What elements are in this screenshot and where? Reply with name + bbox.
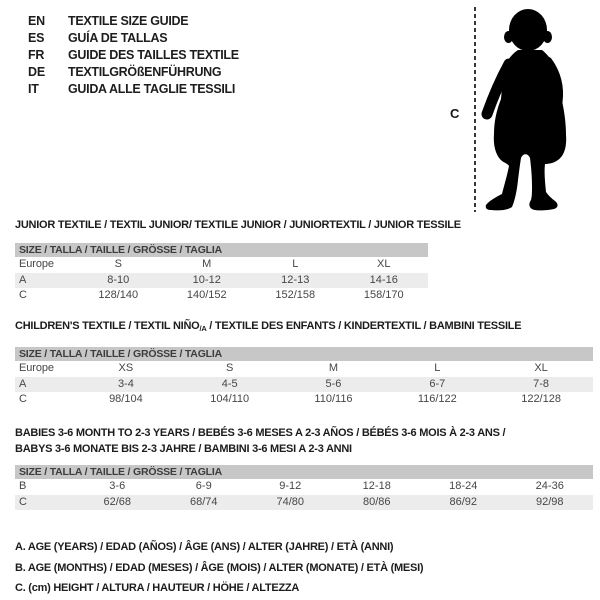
row-label: C bbox=[19, 495, 27, 508]
babies-section-title: BABIES 3-6 MONTH TO 2-3 YEARS / BEBÉS 3-… bbox=[15, 425, 506, 457]
size-header-bar: SIZE / TALLA / TAILLE / GRÖSSE / TAGLIA bbox=[15, 465, 593, 479]
language-code: IT bbox=[28, 81, 39, 96]
size-cell: XS bbox=[118, 362, 134, 374]
size-cell: 9-12 bbox=[279, 480, 302, 492]
row-label: Europe bbox=[19, 362, 54, 374]
size-header-bar: SIZE / TALLA / TAILLE / GRÖSSE / TAGLIA bbox=[15, 347, 593, 361]
babies-title-line-1: BABIES 3-6 MONTH TO 2-3 YEARS / BEBÉS 3-… bbox=[15, 427, 506, 439]
size-cell: 14-16 bbox=[369, 273, 398, 286]
language-row: EN TEXTILE SIZE GUIDE bbox=[28, 12, 239, 29]
height-measure-label: C bbox=[450, 106, 460, 121]
children-section-title: CHILDREN'S TEXTILE / TEXTIL NIÑO/A / TEX… bbox=[15, 318, 522, 337]
language-code: EN bbox=[28, 13, 45, 28]
size-cell: L bbox=[292, 258, 299, 270]
size-cell: 6-9 bbox=[195, 480, 212, 492]
size-cell: 158/170 bbox=[363, 289, 404, 301]
size-cell: 152/158 bbox=[275, 289, 316, 301]
size-cell: 68/74 bbox=[189, 495, 218, 508]
row-label: A bbox=[19, 273, 27, 286]
language-row: DE TEXTILGRÖßENFÜHRUNG bbox=[28, 63, 239, 80]
row-label: B bbox=[19, 480, 27, 492]
row-label: C bbox=[19, 393, 27, 405]
size-cell: M bbox=[202, 258, 212, 270]
footnote-c: C. (cm) HEIGHT / ALTURA / HAUTEUR / HÖHE… bbox=[15, 582, 300, 594]
footnote-a: A. AGE (YEARS) / EDAD (AÑOS) / ÂGE (ANS)… bbox=[15, 541, 394, 553]
size-cell: 3-4 bbox=[117, 377, 134, 390]
language-row: ES GUÍA DE TALLAS bbox=[28, 29, 239, 46]
language-code: ES bbox=[28, 30, 45, 45]
size-cell: 128/140 bbox=[98, 289, 139, 301]
size-cell: 92/98 bbox=[535, 495, 564, 508]
table-row: B 3-6 6-9 9-12 12-18 18-24 24-36 bbox=[15, 479, 593, 495]
table-row: A 8-10 10-12 12-13 14-16 bbox=[15, 272, 428, 288]
row-label: A bbox=[19, 377, 27, 390]
children-title-pre: CHILDREN'S TEXTILE / TEXTIL NIÑO bbox=[15, 320, 200, 332]
size-cell: 8-10 bbox=[107, 273, 130, 286]
size-cell: 122/128 bbox=[521, 393, 561, 405]
children-title-post: / TEXTILE DES ENFANTS / KINDERTEXTIL / B… bbox=[206, 320, 522, 332]
row-label: Europe bbox=[19, 258, 54, 270]
row-label: C bbox=[19, 289, 27, 301]
language-row: FR GUIDE DES TAILLES TEXTILE bbox=[28, 46, 239, 63]
size-cell: 4-5 bbox=[221, 377, 238, 390]
size-cell: 116/122 bbox=[417, 393, 457, 405]
size-cell: 3-6 bbox=[109, 480, 126, 492]
size-cell: 12-18 bbox=[362, 480, 391, 492]
table-row: C 98/104 104/110 110/116 116/122 122/128 bbox=[15, 392, 593, 408]
language-title: TEXTILE SIZE GUIDE bbox=[68, 13, 189, 28]
baby-figure bbox=[481, 9, 567, 211]
language-title: TEXTILGRÖßENFÜHRUNG bbox=[68, 64, 222, 79]
size-cell: 140/152 bbox=[186, 289, 227, 301]
size-cell: S bbox=[114, 258, 122, 270]
junior-size-table: SIZE / TALLA / TAILLE / GRÖSSE / TAGLIA … bbox=[15, 243, 428, 304]
size-cell: XL bbox=[534, 362, 548, 374]
size-cell: 7-8 bbox=[533, 377, 550, 390]
babies-title-line-2: BABYS 3-6 MONATE BIS 2-3 JAHRE / BAMBINI… bbox=[15, 443, 352, 455]
size-cell: 18-24 bbox=[449, 480, 478, 492]
table-row: Europe XS S M L XL bbox=[15, 361, 593, 377]
size-cell: M bbox=[328, 362, 339, 374]
children-size-table: SIZE / TALLA / TAILLE / GRÖSSE / TAGLIA … bbox=[15, 347, 593, 408]
children-title-subscript: /A bbox=[199, 324, 207, 333]
table-row: Europe S M L XL bbox=[15, 257, 428, 273]
size-cell: XL bbox=[377, 258, 391, 270]
language-title: GUIDE DES TAILLES TEXTILE bbox=[68, 47, 239, 62]
language-row: IT GUIDA ALLE TAGLIE TESSILI bbox=[28, 80, 239, 97]
size-cell: 62/68 bbox=[103, 495, 132, 508]
babies-size-table: SIZE / TALLA / TAILLE / GRÖSSE / TAGLIA … bbox=[15, 465, 593, 510]
table-row: C 62/68 68/74 74/80 80/86 86/92 92/98 bbox=[15, 494, 593, 510]
size-cell: 5-6 bbox=[325, 377, 342, 390]
language-title-list: EN TEXTILE SIZE GUIDE ES GUÍA DE TALLAS … bbox=[28, 12, 239, 97]
size-cell: 12-13 bbox=[281, 273, 310, 286]
junior-section-title: JUNIOR TEXTILE / TEXTIL JUNIOR/ TEXTILE … bbox=[15, 219, 461, 231]
size-cell: 24-36 bbox=[535, 480, 564, 492]
language-title: GUIDA ALLE TAGLIE TESSILI bbox=[68, 81, 236, 96]
table-row: C 128/140 140/152 152/158 158/170 bbox=[15, 288, 428, 304]
size-cell: 10-12 bbox=[192, 273, 221, 286]
language-title: GUÍA DE TALLAS bbox=[68, 30, 168, 45]
size-cell: 80/86 bbox=[362, 495, 391, 508]
size-cell: L bbox=[434, 362, 441, 374]
baby-silhouette bbox=[474, 7, 567, 212]
size-header-bar: SIZE / TALLA / TAILLE / GRÖSSE / TAGLIA bbox=[15, 243, 428, 257]
size-cell: 6-7 bbox=[429, 377, 446, 390]
footnote-list: A. AGE (YEARS) / EDAD (AÑOS) / ÂGE (ANS)… bbox=[15, 537, 424, 599]
size-cell: 98/104 bbox=[109, 393, 143, 405]
language-code: FR bbox=[28, 47, 45, 62]
size-cell: 74/80 bbox=[276, 495, 305, 508]
table-row: A 3-4 4-5 5-6 6-7 7-8 bbox=[15, 376, 593, 392]
footnote-b: B. AGE (MONTHS) / EDAD (MESES) / ÂGE (MO… bbox=[15, 561, 424, 574]
size-cell: S bbox=[226, 362, 234, 374]
language-code: DE bbox=[28, 64, 45, 79]
size-cell: 110/116 bbox=[314, 393, 353, 405]
size-cell: 86/92 bbox=[449, 495, 478, 508]
size-cell: 104/110 bbox=[210, 393, 250, 405]
